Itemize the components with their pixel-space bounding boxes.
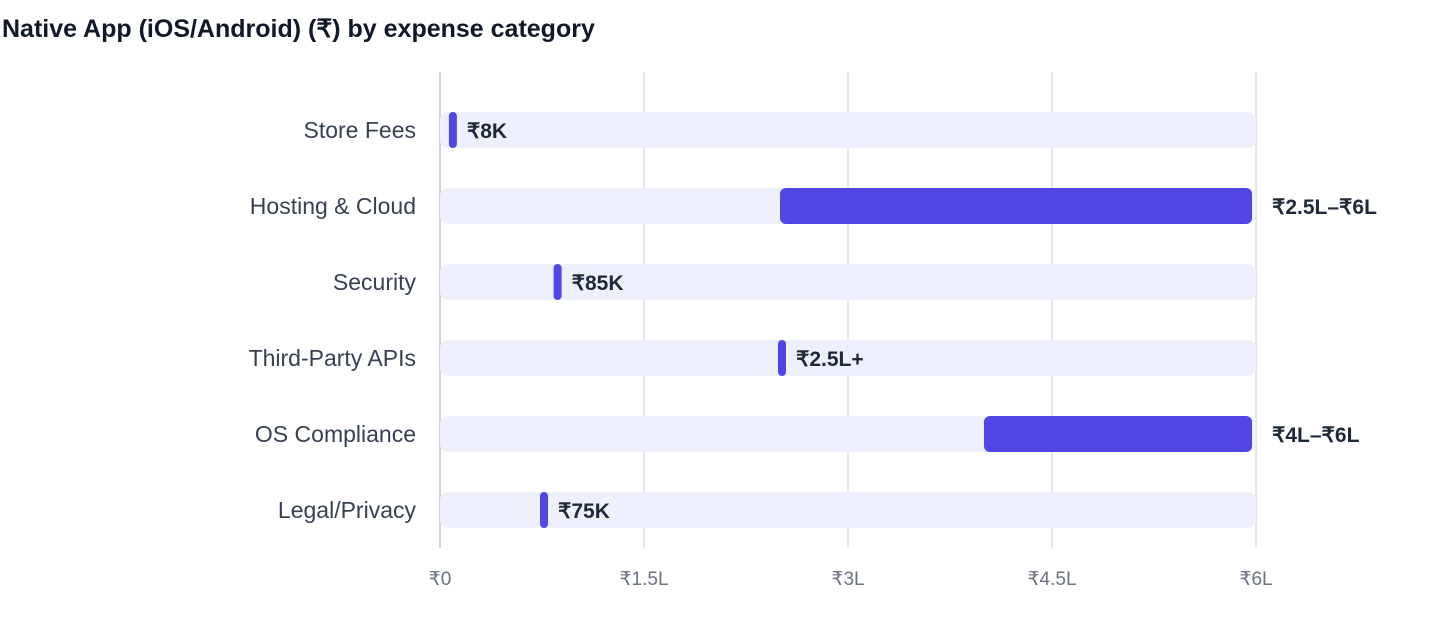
category-label: Store Fees bbox=[304, 117, 417, 143]
x-tick-label: ₹4.5L bbox=[1027, 569, 1076, 590]
x-axis-tick-labels: ₹0 ₹1.5L ₹3L ₹4.5L ₹6L bbox=[429, 569, 1273, 590]
value-label: ₹85K bbox=[572, 272, 624, 295]
bar-track bbox=[440, 340, 1256, 376]
category-label: Hosting & Cloud bbox=[250, 193, 416, 219]
bar bbox=[553, 264, 562, 300]
bar bbox=[780, 188, 1252, 224]
category-label: Security bbox=[333, 269, 417, 295]
value-label: ₹2.5L+ bbox=[796, 348, 864, 371]
bar-track bbox=[440, 492, 1256, 528]
value-label: ₹2.5L–₹6L bbox=[1272, 196, 1377, 219]
category-label: Legal/Privacy bbox=[278, 497, 417, 523]
bar-track bbox=[440, 112, 1256, 148]
category-label: OS Compliance bbox=[255, 421, 416, 447]
value-label: ₹4L–₹6L bbox=[1272, 424, 1360, 447]
value-label: ₹8K bbox=[467, 120, 507, 143]
bar bbox=[984, 416, 1252, 452]
grid-lines bbox=[439, 72, 1257, 548]
bars bbox=[448, 112, 1252, 528]
value-labels: ₹8K ₹2.5L–₹6L ₹85K ₹2.5L+ ₹4L–₹6L ₹75K bbox=[467, 120, 1377, 523]
bar bbox=[448, 112, 457, 148]
category-labels: Store Fees Hosting & Cloud Security Third-P… bbox=[249, 117, 417, 523]
x-tick-label: ₹1.5L bbox=[619, 569, 668, 590]
bar bbox=[778, 340, 786, 376]
x-tick-label: ₹3L bbox=[831, 569, 864, 590]
bar bbox=[540, 492, 548, 528]
chart-title: Native App (iOS/Android) (₹) by expense … bbox=[2, 15, 595, 43]
category-label: Third-Party APIs bbox=[249, 345, 416, 371]
value-label: ₹75K bbox=[558, 500, 610, 523]
x-tick-label: ₹6L bbox=[1239, 569, 1272, 590]
x-tick-label: ₹0 bbox=[429, 569, 452, 590]
bar-track bbox=[440, 264, 1256, 300]
